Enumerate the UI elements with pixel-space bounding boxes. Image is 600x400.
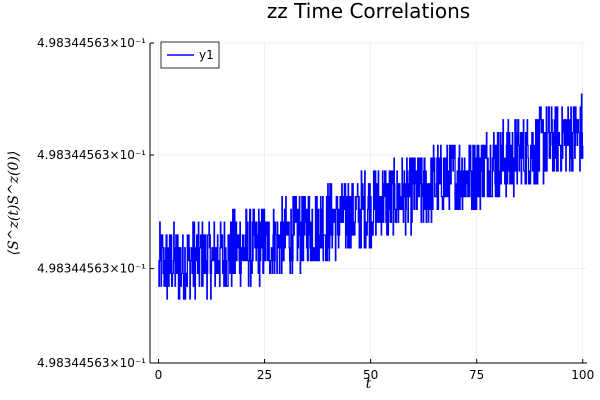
x-tick-label: 50 [363, 368, 378, 382]
y-tick-label: 4.98344563×10⁻¹ [37, 262, 146, 276]
legend-label: y1 [199, 48, 214, 62]
chart-title: zz Time Correlations [267, 0, 470, 23]
x-axis-label: t [366, 376, 372, 392]
series-layer [158, 93, 584, 300]
tick-labels: 0 25 50 75 100 4.98344563×10⁻¹ 4.98344563×10⁻¹… [37, 36, 594, 382]
y-tick-label: 4.98344563×10⁻¹ [37, 36, 146, 50]
x-tick-label: 75 [469, 368, 484, 382]
y-tick-label: 4.98344563×10⁻¹ [37, 356, 146, 370]
x-tick-label: 25 [257, 368, 272, 382]
axes [149, 42, 587, 364]
y-axis-label: ⟨S^z(t)S^z(0)⟩ [6, 151, 22, 256]
x-tick-label: 0 [155, 368, 163, 382]
y-tick-label: 4.98344563×10⁻¹ [37, 148, 146, 162]
legend: y1 [160, 41, 220, 69]
series-line-y1 [158, 93, 584, 300]
x-tick-label: 100 [571, 368, 594, 382]
